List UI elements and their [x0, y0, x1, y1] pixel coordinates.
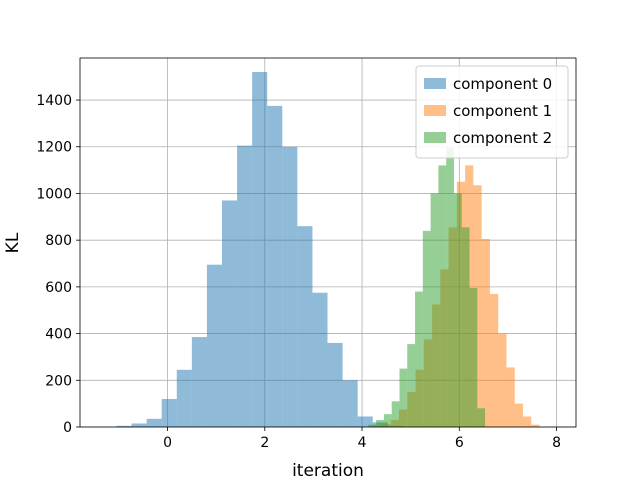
histogram-bar-component-0 — [312, 292, 328, 427]
histogram-bar-component-1 — [506, 367, 515, 427]
y-tick-label: 1400 — [36, 93, 72, 109]
y-tick-label: 400 — [45, 327, 72, 343]
legend-label-component-0: component 0 — [453, 75, 552, 93]
histogram-bar-component-2 — [477, 408, 486, 427]
y-axis-label: KL — [3, 232, 23, 253]
histogram-bar-component-2 — [399, 368, 408, 427]
legend: component 0 component 1 component 2 — [415, 65, 569, 159]
y-tick-label: 600 — [45, 280, 72, 296]
histogram-bar-component-0 — [131, 423, 147, 427]
histogram-bars — [116, 72, 540, 428]
histogram-bar-component-0 — [176, 369, 192, 427]
x-tick-label: 6 — [455, 435, 464, 451]
histogram-bar-component-0 — [297, 226, 313, 427]
histogram-bar-component-0 — [342, 380, 358, 427]
legend-label-component-1: component 1 — [453, 102, 552, 120]
histogram-bar-component-2 — [391, 401, 400, 427]
histogram-bar-component-0 — [191, 337, 207, 427]
histogram-bar-component-0 — [357, 416, 373, 427]
histogram-bar-component-2 — [422, 230, 431, 427]
legend-swatch-component-0 — [424, 78, 446, 89]
histogram-bar-component-1 — [531, 424, 540, 427]
histogram-bar-component-2 — [368, 424, 377, 427]
histogram-bar-component-2 — [383, 414, 392, 427]
histogram-bar-component-2 — [415, 291, 423, 427]
histogram-bar-component-2 — [446, 147, 454, 427]
histogram-bar-component-0 — [252, 72, 268, 427]
y-tick-label: 1200 — [36, 140, 72, 156]
histogram-bar-component-2 — [376, 419, 384, 427]
histogram-bar-component-2 — [469, 288, 478, 427]
x-axis-label: iteration — [292, 461, 364, 480]
histogram-bar-component-0 — [282, 146, 298, 428]
histogram-bar-component-1 — [481, 238, 490, 427]
x-tick-label: 0 — [163, 435, 172, 451]
legend-swatch-component-1 — [424, 105, 446, 116]
legend-swatch-component-2 — [424, 132, 446, 143]
histogram-bar-component-0 — [116, 425, 132, 427]
histogram-bar-component-2 — [461, 227, 470, 427]
histogram-bar-component-1 — [473, 185, 482, 427]
histogram-bar-component-1 — [498, 333, 507, 427]
histogram-bar-component-0 — [206, 264, 222, 427]
x-tick-label: 2 — [260, 435, 269, 451]
y-tick-label: 0 — [63, 420, 72, 436]
histogram-bar-component-1 — [489, 293, 499, 427]
x-axis-ticks: 0 2 4 6 8 — [163, 427, 561, 451]
legend-label-component-2: component 2 — [453, 129, 552, 147]
y-tick-label: 200 — [45, 373, 72, 389]
histogram-bar-component-0 — [327, 342, 343, 427]
histogram-bar-component-0 — [237, 145, 253, 428]
histogram-bar-component-2 — [453, 193, 462, 427]
histogram-bar-component-2 — [407, 344, 416, 427]
y-axis-ticks: 0 200 400 600 800 1000 1200 1400 — [36, 93, 80, 436]
histogram-bar-component-0 — [221, 200, 238, 427]
histogram-bar-component-0 — [161, 398, 177, 427]
histogram-bar-component-1 — [522, 416, 532, 427]
histogram-bar-component-0 — [146, 418, 162, 427]
legend-box — [415, 65, 569, 159]
y-tick-label: 800 — [45, 233, 72, 249]
x-tick-label: 4 — [358, 435, 367, 451]
y-tick-label: 1000 — [36, 186, 72, 202]
histogram-bar-component-2 — [438, 165, 447, 428]
x-tick-label: 8 — [552, 435, 561, 451]
histogram-bar-component-2 — [430, 193, 439, 427]
histogram-bar-component-1 — [514, 403, 523, 427]
plot-frame — [79, 57, 577, 428]
histogram-bar-component-0 — [267, 105, 283, 427]
